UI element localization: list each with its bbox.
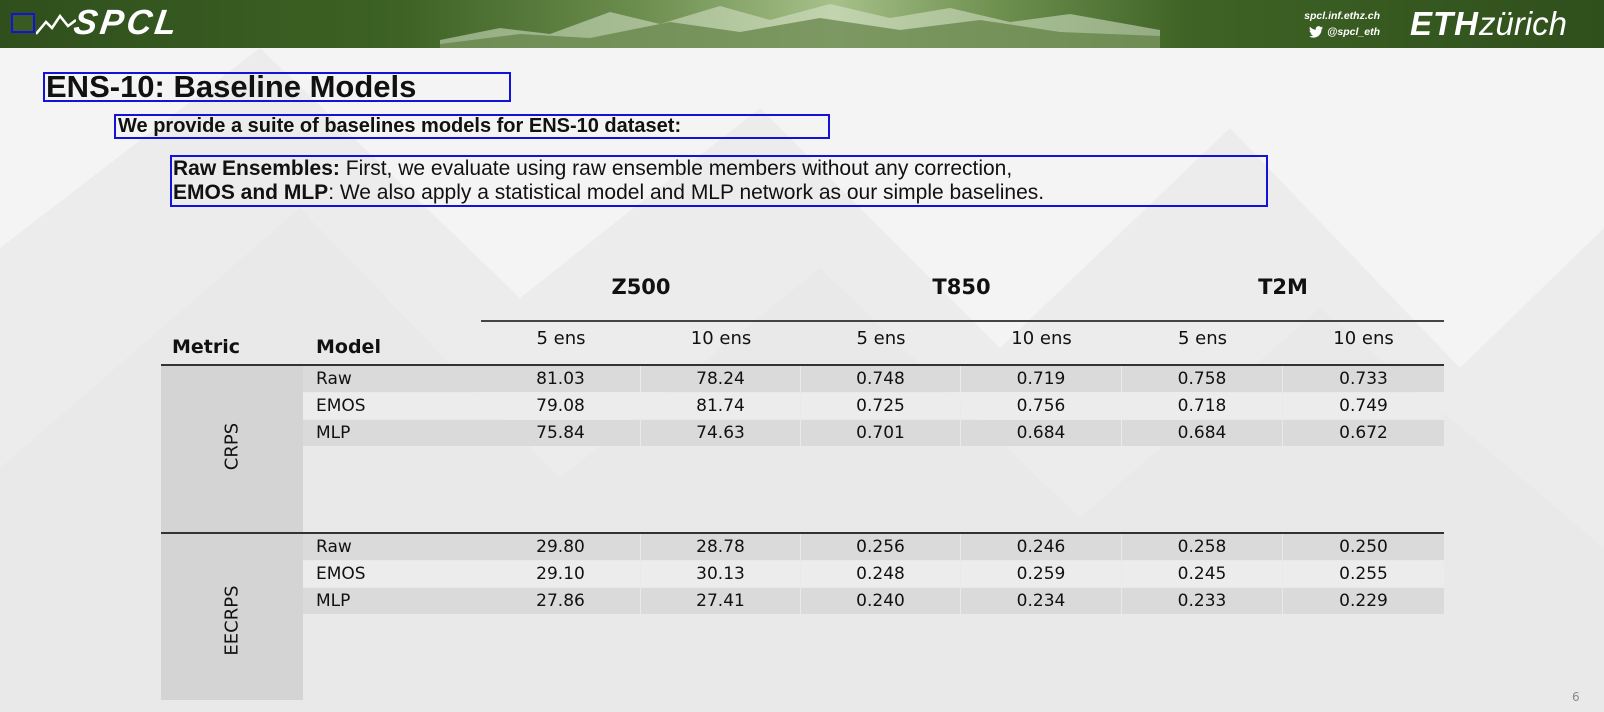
bullet-raw-ensembles: Raw Ensembles: First, we evaluate using … (173, 157, 1266, 181)
subcolumn-header: 10 ens (1333, 328, 1394, 349)
subcolumn-header: 10 ens (1011, 328, 1072, 349)
value-cell: 0.250 (1283, 534, 1444, 560)
subcolumn-header: 5 ens (856, 328, 906, 349)
metric-label-eecrps: EECRPS (221, 585, 243, 656)
value-cell: 78.24 (641, 366, 800, 392)
eth-logo-light: zürich (1479, 5, 1568, 42)
value-cell: 27.86 (481, 588, 640, 614)
bullet-bold-label: EMOS and MLP (173, 181, 329, 204)
value-cell: 81.03 (481, 366, 640, 392)
group-header-t850: T850 (932, 275, 991, 299)
model-cell: Raw (303, 366, 481, 392)
model-cell: EMOS (303, 561, 481, 587)
bullet-bold-label: Raw Ensembles: (173, 157, 340, 180)
bullet-text: : We also apply a statistical model and … (328, 181, 1045, 204)
value-cell: 0.240 (801, 588, 960, 614)
value-cell: 0.756 (961, 393, 1121, 419)
spcl-mountain-logo-icon (36, 13, 76, 35)
model-cell: EMOS (303, 393, 481, 419)
bullet-text: First, we evaluate using raw ensemble me… (339, 157, 1013, 180)
value-cell: 81.74 (641, 393, 800, 419)
model-cell: Raw (303, 534, 481, 560)
metric-band-crps: CRPS (161, 366, 303, 532)
value-cell: 0.749 (1283, 393, 1444, 419)
value-cell: 0.248 (801, 561, 960, 587)
eth-crest-icon[interactable] (11, 13, 35, 33)
value-cell: 0.246 (961, 534, 1121, 560)
value-cell: 0.258 (1122, 534, 1282, 560)
table-row: Raw 81.03 78.24 0.748 0.719 0.758 0.733 (303, 366, 1444, 393)
value-cell: 75.84 (481, 420, 640, 446)
header-mountain-panorama (440, 4, 1160, 48)
value-cell: 0.233 (1122, 588, 1282, 614)
value-cell: 0.684 (1122, 420, 1282, 446)
eth-logo-bold: ETH (1410, 5, 1479, 42)
subcolumn-header: 10 ens (690, 328, 752, 349)
table-row: MLP 27.86 27.41 0.240 0.234 0.233 0.229 (303, 588, 1444, 615)
value-cell: 27.41 (641, 588, 800, 614)
twitter-handle[interactable]: @spcl_eth (1327, 26, 1380, 38)
value-cell: 0.748 (801, 366, 960, 392)
subcolumn-header: 5 ens (1177, 328, 1228, 349)
website-link[interactable]: spcl.inf.ethz.ch (1304, 10, 1380, 22)
value-cell: 29.80 (481, 534, 640, 560)
value-cell: 0.719 (961, 366, 1121, 392)
value-cell: 0.234 (961, 588, 1121, 614)
value-cell: 0.256 (801, 534, 960, 560)
section-separator-rule (161, 532, 1444, 534)
slide-subtitle[interactable]: We provide a suite of baselines models f… (114, 114, 830, 139)
metric-band-eecrps: EECRPS (161, 534, 303, 700)
table-top-rule (481, 320, 1444, 322)
table-row: MLP 75.84 74.63 0.701 0.684 0.684 0.672 (303, 420, 1444, 447)
value-cell: 30.13 (641, 561, 800, 587)
value-cell: 0.725 (801, 393, 960, 419)
model-column-header: Model (316, 336, 381, 358)
contact-info: spcl.inf.ethz.ch @spcl_eth (1280, 8, 1380, 40)
value-cell: 0.255 (1283, 561, 1444, 587)
slide-title[interactable]: ENS-10: Baseline Models (43, 71, 511, 102)
value-cell: 0.672 (1283, 420, 1444, 446)
table-row: EMOS 79.08 81.74 0.725 0.756 0.718 0.749 (303, 393, 1444, 420)
table-header-rule (161, 364, 1444, 366)
group-header-t2m: T2M (1258, 275, 1308, 299)
metric-label-crps: CRPS (221, 422, 243, 471)
value-cell: 74.63 (641, 420, 800, 446)
value-cell: 0.733 (1283, 366, 1444, 392)
model-cell: MLP (303, 588, 481, 614)
page-number: 6 (1572, 690, 1580, 704)
value-cell: 0.245 (1122, 561, 1282, 587)
value-cell: 0.758 (1122, 366, 1282, 392)
slide-header-bar: SPCL spcl.inf.ethz.ch @spcl_eth ETHzüric… (0, 0, 1604, 48)
model-cell: MLP (303, 420, 481, 446)
eth-zurich-logo: ETHzürich (1410, 5, 1567, 43)
twitter-icon (1309, 26, 1324, 38)
value-cell: 28.78 (641, 534, 800, 560)
table-row: Raw 29.80 28.78 0.256 0.246 0.258 0.250 (303, 534, 1444, 561)
group-header-z500: Z500 (611, 275, 671, 299)
value-cell: 0.701 (801, 420, 960, 446)
value-cell: 0.684 (961, 420, 1121, 446)
table-row: EMOS 29.10 30.13 0.248 0.259 0.245 0.255 (303, 561, 1444, 588)
subcolumn-header: 5 ens (536, 328, 586, 349)
value-cell: 0.229 (1283, 588, 1444, 614)
value-cell: 0.718 (1122, 393, 1282, 419)
bullet-list[interactable]: Raw Ensembles: First, we evaluate using … (170, 155, 1268, 207)
spcl-wordmark: SPCL (71, 3, 183, 42)
value-cell: 29.10 (481, 561, 640, 587)
bullet-emos-mlp: EMOS and MLP: We also apply a statistica… (173, 181, 1266, 205)
metric-column-header: Metric (172, 336, 241, 358)
value-cell: 79.08 (481, 393, 640, 419)
value-cell: 0.259 (961, 561, 1121, 587)
